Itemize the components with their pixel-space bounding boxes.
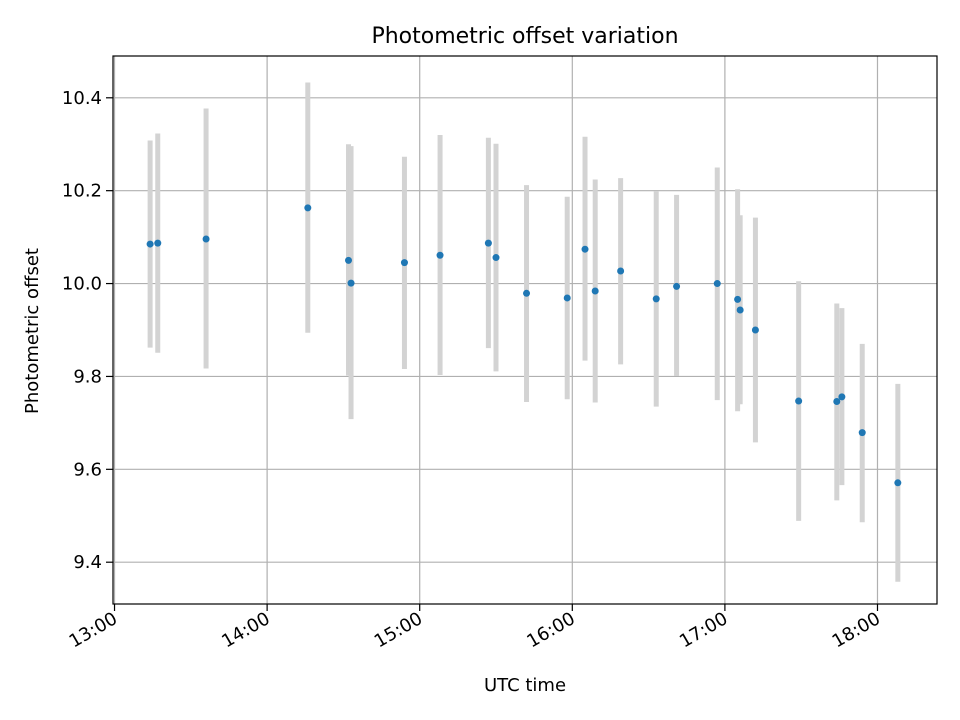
data-points [146,204,902,487]
plot-frame [112,55,938,605]
data-point [833,398,841,406]
data-point [858,429,866,437]
y-tick-label: 9.8 [73,366,102,387]
data-point [436,251,444,259]
y-tick-label: 9.6 [73,459,102,480]
data-point [652,295,660,303]
y-tick-label: 10.0 [62,274,102,295]
data-point [523,289,531,297]
data-point [673,282,681,290]
data-point [894,479,902,487]
data-point [304,204,312,212]
y-axis-label: Photometric offset [22,248,43,414]
data-point [202,235,210,243]
data-point [581,245,589,253]
data-point [345,256,353,264]
data-point [484,239,492,247]
data-point [146,240,154,248]
data-point [563,294,571,302]
data-point [347,279,355,287]
y-axis-ticks: 9.4 9.6 9.8 10.0 10.2 10.4 [62,88,113,573]
data-point [154,239,162,247]
data-point [838,393,846,401]
x-axis-label: UTC time [484,675,566,696]
data-point [734,295,742,303]
data-point [713,280,721,288]
y-tick-label: 9.4 [73,552,102,573]
data-point [492,254,500,262]
data-point [751,326,759,334]
y-tick-label: 10.4 [62,88,102,109]
data-point [400,259,408,267]
y-tick-label: 10.2 [62,181,102,202]
data-point [591,287,599,295]
data-point [617,267,625,275]
data-point [736,306,744,314]
chart-title: Photometric offset variation [371,24,678,49]
data-point [795,397,803,405]
